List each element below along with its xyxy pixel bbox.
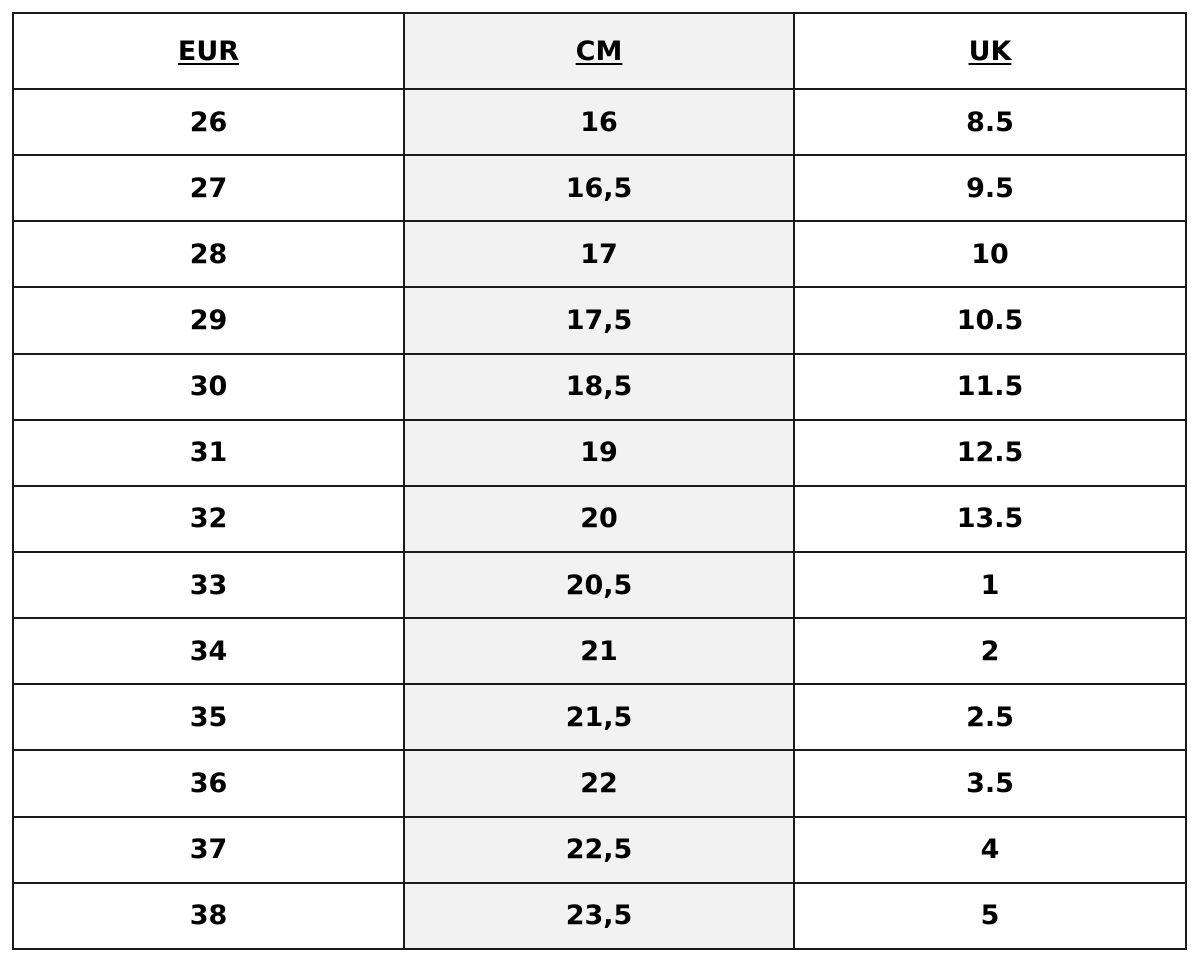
table-row: 33 20,5 1 bbox=[12, 550, 1187, 620]
cell-eur: 34 bbox=[12, 617, 405, 686]
cell-cm: 19 bbox=[403, 418, 795, 487]
table-row: 37 22,5 4 bbox=[12, 815, 1187, 884]
cell-eur: 37 bbox=[12, 815, 405, 884]
cell-uk: 9.5 bbox=[793, 154, 1187, 223]
table-row: 28 17 10 bbox=[12, 220, 1187, 289]
size-conversion-table: EUR CM UK 26 16 8.5 27 16,5 9.5 28 17 10 29 17,5 10… bbox=[12, 12, 1187, 951]
cell-eur: 28 bbox=[12, 220, 405, 289]
table-row: 31 19 12.5 bbox=[12, 418, 1187, 487]
cell-cm: 20 bbox=[403, 484, 795, 553]
cell-cm: 16 bbox=[403, 87, 795, 157]
table-body: 26 16 8.5 27 16,5 9.5 28 17 10 29 17,5 10.5 30 18,5 11… bbox=[12, 87, 1187, 951]
header-cm: CM bbox=[403, 12, 795, 90]
table-row: 38 23,5 5 bbox=[12, 881, 1187, 951]
table-row: 32 20 13.5 bbox=[12, 484, 1187, 553]
cell-uk: 4 bbox=[793, 815, 1187, 884]
table-header: EUR CM UK bbox=[12, 12, 1187, 90]
cell-uk: 12.5 bbox=[793, 418, 1187, 487]
header-row: EUR CM UK bbox=[12, 12, 1187, 90]
table-row: 29 17,5 10.5 bbox=[12, 286, 1187, 355]
cell-uk: 11.5 bbox=[793, 352, 1187, 421]
cell-uk: 8.5 bbox=[793, 87, 1187, 157]
cell-cm: 22,5 bbox=[403, 815, 795, 884]
cell-uk: 2 bbox=[793, 617, 1187, 686]
cell-uk: 13.5 bbox=[793, 484, 1187, 553]
cell-cm: 16,5 bbox=[403, 154, 795, 223]
cell-eur: 35 bbox=[12, 683, 405, 752]
cell-uk: 3.5 bbox=[793, 749, 1187, 818]
table-row: 26 16 8.5 bbox=[12, 87, 1187, 157]
cell-eur: 36 bbox=[12, 749, 405, 818]
cell-eur: 38 bbox=[12, 881, 405, 951]
table-row: 35 21,5 2.5 bbox=[12, 683, 1187, 752]
header-uk: UK bbox=[793, 12, 1187, 90]
cell-cm: 21,5 bbox=[403, 683, 795, 752]
header-eur: EUR bbox=[12, 12, 405, 90]
cell-cm: 17,5 bbox=[403, 286, 795, 355]
cell-uk: 1 bbox=[793, 550, 1187, 620]
cell-cm: 21 bbox=[403, 617, 795, 686]
table-row: 30 18,5 11.5 bbox=[12, 352, 1187, 421]
cell-cm: 22 bbox=[403, 749, 795, 818]
cell-cm: 20,5 bbox=[403, 550, 795, 620]
cell-cm: 17 bbox=[403, 220, 795, 289]
table-row: 34 21 2 bbox=[12, 617, 1187, 686]
cell-eur: 27 bbox=[12, 154, 405, 223]
cell-eur: 33 bbox=[12, 550, 405, 620]
cell-eur: 32 bbox=[12, 484, 405, 553]
cell-eur: 29 bbox=[12, 286, 405, 355]
cell-eur: 26 bbox=[12, 87, 405, 157]
table-row: 36 22 3.5 bbox=[12, 749, 1187, 818]
cell-cm: 18,5 bbox=[403, 352, 795, 421]
cell-uk: 2.5 bbox=[793, 683, 1187, 752]
cell-eur: 30 bbox=[12, 352, 405, 421]
table-row: 27 16,5 9.5 bbox=[12, 154, 1187, 223]
cell-uk: 5 bbox=[793, 881, 1187, 951]
cell-uk: 10.5 bbox=[793, 286, 1187, 355]
cell-uk: 10 bbox=[793, 220, 1187, 289]
cell-cm: 23,5 bbox=[403, 881, 795, 951]
cell-eur: 31 bbox=[12, 418, 405, 487]
